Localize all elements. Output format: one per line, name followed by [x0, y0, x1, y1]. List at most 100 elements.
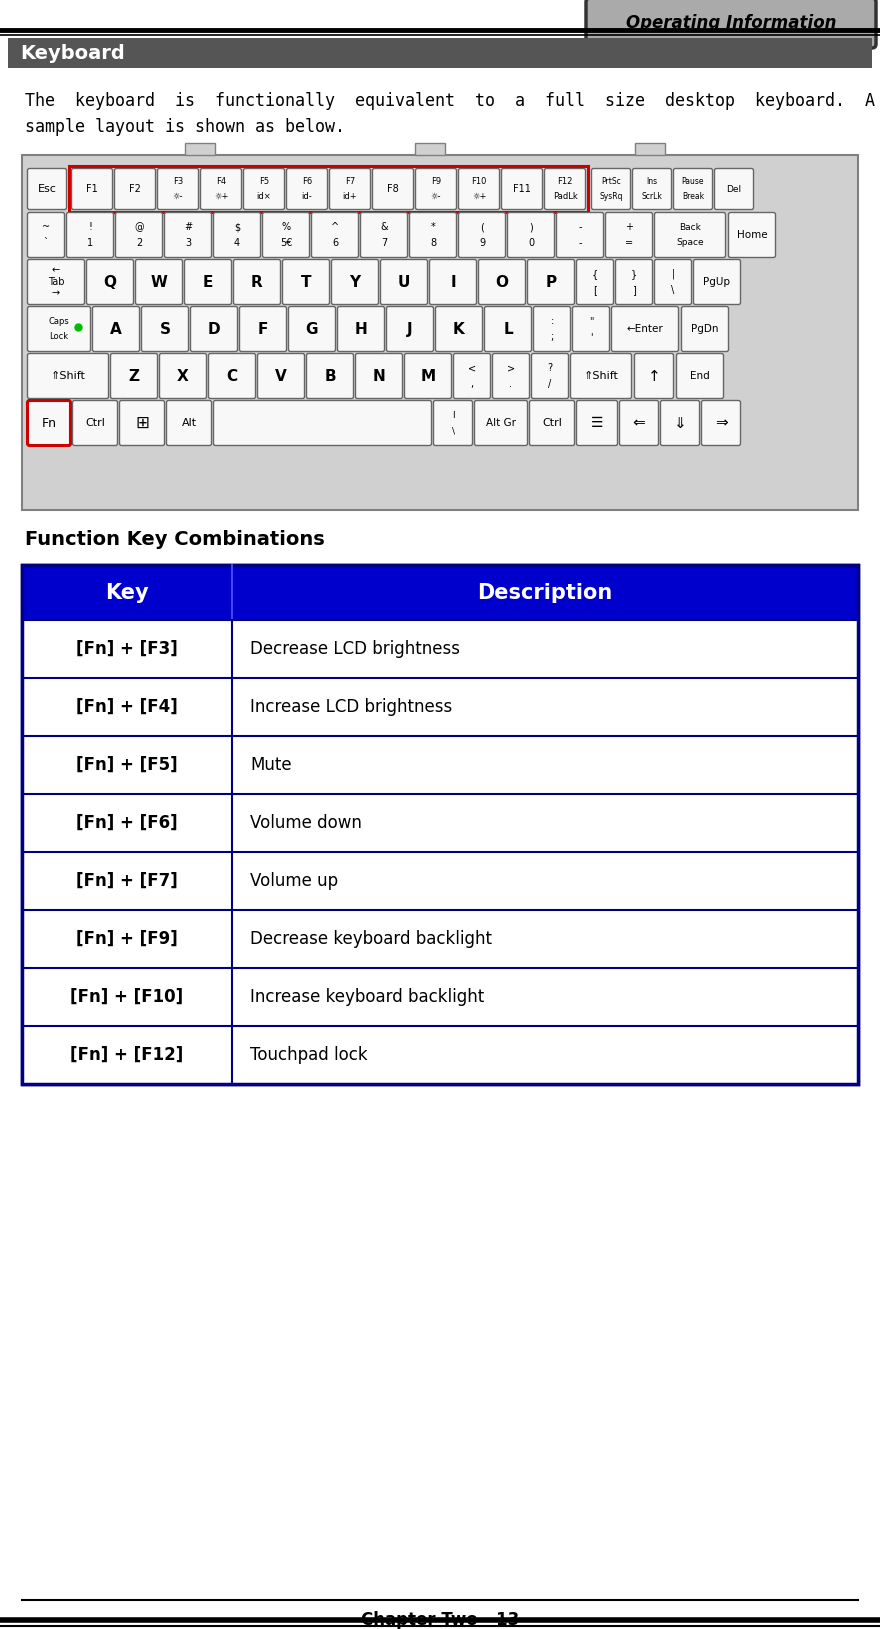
- FancyBboxPatch shape: [209, 353, 255, 399]
- Text: ☰: ☰: [590, 415, 604, 430]
- FancyBboxPatch shape: [586, 0, 876, 47]
- Text: ': ': [590, 332, 592, 342]
- FancyBboxPatch shape: [289, 306, 335, 352]
- Text: [Fn] + [F5]: [Fn] + [F5]: [77, 756, 178, 774]
- Text: 9: 9: [479, 238, 485, 248]
- Text: \: \: [451, 427, 454, 435]
- FancyBboxPatch shape: [27, 306, 91, 352]
- Text: S: S: [159, 321, 171, 337]
- Text: Keyboard: Keyboard: [20, 44, 125, 62]
- Text: [Fn] + [F6]: [Fn] + [F6]: [77, 814, 178, 832]
- Text: id+: id+: [342, 192, 357, 200]
- FancyBboxPatch shape: [556, 212, 604, 257]
- FancyBboxPatch shape: [573, 306, 610, 352]
- Text: A: A: [110, 321, 121, 337]
- Text: F5: F5: [259, 178, 269, 186]
- FancyBboxPatch shape: [329, 168, 370, 210]
- Text: ): ): [529, 222, 533, 231]
- Text: F10: F10: [472, 178, 487, 186]
- FancyBboxPatch shape: [479, 259, 525, 305]
- FancyBboxPatch shape: [27, 212, 64, 257]
- Text: #: #: [184, 222, 192, 231]
- FancyBboxPatch shape: [27, 168, 67, 210]
- Text: [Fn] + [F12]: [Fn] + [F12]: [70, 1046, 184, 1064]
- Text: Decrease keyboard backlight: Decrease keyboard backlight: [250, 930, 492, 948]
- Text: Fn: Fn: [41, 417, 56, 430]
- Text: J: J: [407, 321, 413, 337]
- FancyBboxPatch shape: [190, 306, 238, 352]
- Text: Home: Home: [737, 230, 767, 239]
- Text: ←
Tab
→: ← Tab →: [48, 266, 64, 298]
- FancyBboxPatch shape: [244, 168, 284, 210]
- FancyBboxPatch shape: [532, 353, 568, 399]
- Text: 8: 8: [430, 238, 436, 248]
- Text: 0: 0: [528, 238, 534, 248]
- Text: ^: ^: [331, 222, 339, 231]
- Text: Ins: Ins: [647, 178, 657, 186]
- Bar: [22, 852, 858, 911]
- FancyBboxPatch shape: [239, 306, 287, 352]
- FancyBboxPatch shape: [287, 168, 327, 210]
- Text: /: /: [548, 380, 552, 389]
- Text: ~: ~: [42, 222, 50, 231]
- Text: C: C: [226, 368, 238, 383]
- Text: !: !: [88, 222, 92, 231]
- Text: PgDn: PgDn: [692, 324, 719, 334]
- Text: F1: F1: [86, 184, 98, 194]
- FancyBboxPatch shape: [474, 401, 527, 445]
- Bar: [22, 793, 858, 852]
- Text: F12: F12: [557, 178, 573, 186]
- Bar: [22, 565, 858, 1083]
- Text: End: End: [690, 371, 710, 381]
- FancyBboxPatch shape: [634, 353, 673, 399]
- Text: Decrease LCD brightness: Decrease LCD brightness: [250, 640, 460, 658]
- Text: [Fn] + [F7]: [Fn] + [F7]: [77, 872, 178, 889]
- Bar: [69, 166, 588, 212]
- Text: F3: F3: [172, 178, 183, 186]
- FancyBboxPatch shape: [409, 212, 457, 257]
- Text: Chapter Two - 13: Chapter Two - 13: [361, 1611, 519, 1629]
- Text: Description: Description: [477, 583, 612, 603]
- FancyBboxPatch shape: [485, 306, 532, 352]
- Text: =: =: [625, 238, 633, 248]
- Text: ⇓: ⇓: [673, 415, 686, 430]
- Text: Function Key Combinations: Function Key Combinations: [25, 529, 325, 549]
- Text: .: .: [510, 380, 512, 389]
- FancyBboxPatch shape: [405, 353, 451, 399]
- Text: K: K: [453, 321, 465, 337]
- FancyBboxPatch shape: [27, 259, 84, 305]
- FancyBboxPatch shape: [361, 212, 407, 257]
- Text: U: U: [398, 275, 410, 290]
- Text: SysRq: SysRq: [599, 192, 623, 200]
- Text: Z: Z: [128, 368, 140, 383]
- FancyBboxPatch shape: [429, 259, 476, 305]
- Text: -: -: [578, 222, 582, 231]
- Text: Mute: Mute: [250, 756, 291, 774]
- FancyBboxPatch shape: [214, 212, 260, 257]
- FancyBboxPatch shape: [527, 259, 575, 305]
- FancyBboxPatch shape: [120, 401, 165, 445]
- FancyBboxPatch shape: [114, 168, 156, 210]
- FancyBboxPatch shape: [115, 212, 163, 257]
- Text: L: L: [503, 321, 513, 337]
- FancyBboxPatch shape: [136, 259, 182, 305]
- Text: ⇑Shift: ⇑Shift: [583, 371, 619, 381]
- FancyBboxPatch shape: [655, 212, 725, 257]
- FancyBboxPatch shape: [166, 401, 211, 445]
- Text: P: P: [546, 275, 556, 290]
- FancyBboxPatch shape: [570, 353, 632, 399]
- FancyBboxPatch shape: [185, 259, 231, 305]
- Text: Ctrl: Ctrl: [85, 419, 105, 428]
- Text: F9: F9: [431, 178, 441, 186]
- Text: H: H: [355, 321, 367, 337]
- Text: T: T: [301, 275, 312, 290]
- Text: O: O: [495, 275, 509, 290]
- FancyBboxPatch shape: [214, 401, 431, 445]
- Text: M: M: [421, 368, 436, 383]
- Text: 3: 3: [185, 238, 191, 248]
- Text: F11: F11: [513, 184, 531, 194]
- Bar: [22, 155, 858, 510]
- FancyBboxPatch shape: [605, 212, 652, 257]
- Text: Caps: Caps: [48, 316, 70, 326]
- FancyBboxPatch shape: [677, 353, 723, 399]
